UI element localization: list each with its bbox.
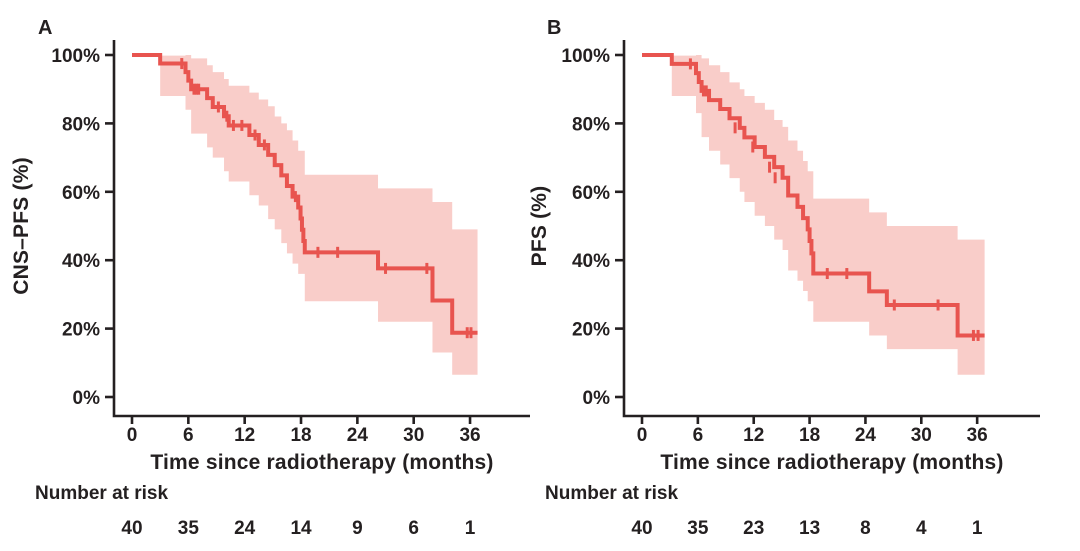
- panel-b-risk-label: Number at risk: [545, 483, 678, 504]
- y-tick-label: 60%: [62, 183, 100, 204]
- risk-count: 24: [234, 518, 256, 539]
- km-curve: [642, 53, 985, 338]
- y-tick-label: 40%: [572, 251, 610, 272]
- panel-a-risk-label: Number at risk: [35, 483, 168, 504]
- y-tick-label: 60%: [572, 183, 610, 204]
- y-tick-label: 100%: [561, 46, 610, 67]
- x-tick-label: 0: [127, 425, 138, 446]
- panel-b-ylabel: PFS (%): [528, 186, 551, 267]
- risk-count: 13: [799, 518, 820, 539]
- panel-b-plot: 0 6 12 18 24 30 36 0% 20% 40% 60% 80% 100% 40 35 23 13 8 4…: [561, 40, 1040, 539]
- risk-count: 40: [631, 518, 652, 539]
- y-tick-label: 0%: [583, 388, 611, 409]
- panel-b-xlabel: Time since radiotherapy (months): [660, 451, 1003, 474]
- risk-count: 9: [352, 518, 363, 539]
- risk-count: 35: [178, 518, 200, 539]
- x-tick-label: 36: [967, 425, 988, 446]
- panel-a-letter: A: [38, 17, 52, 39]
- x-tick-label: 24: [855, 425, 877, 446]
- risk-count: 40: [121, 518, 142, 539]
- x-tick-label: 6: [693, 425, 704, 446]
- y-tick-label: 20%: [572, 320, 610, 341]
- risk-count: 4: [916, 518, 927, 539]
- risk-count: 6: [408, 518, 419, 539]
- x-tick-label: 30: [911, 425, 932, 446]
- panel-a-xlabel: Time since radiotherapy (months): [150, 451, 493, 474]
- risk-count: 14: [290, 518, 312, 539]
- x-tick-label: 18: [799, 425, 820, 446]
- x-tick-label: 36: [459, 425, 480, 446]
- km-curve: [132, 53, 478, 335]
- risk-count: 1: [972, 518, 983, 539]
- y-tick-label: 40%: [62, 251, 100, 272]
- panel-a: A CNS–PFS (%) Time since radiotherapy (m…: [10, 17, 530, 539]
- y-tick-label: 80%: [62, 114, 100, 135]
- confidence-band: [160, 55, 478, 375]
- panel-b: B PFS (%) Time since radiotherapy (month…: [528, 17, 1040, 539]
- x-tick-label: 6: [183, 425, 194, 446]
- x-tick-label: 18: [290, 425, 311, 446]
- x-tick-label: 24: [347, 425, 369, 446]
- x-tick-label: 30: [403, 425, 424, 446]
- axes-lines: [112, 40, 530, 418]
- x-tick-label: 12: [743, 425, 764, 446]
- x-tick-label: 12: [234, 425, 255, 446]
- y-tick-label: 100%: [51, 46, 100, 67]
- y-tick-label: 0%: [73, 388, 101, 409]
- panel-a-plot: 0 6 12 18 24 30 36 0% 20% 40% 60% 80% 100% 40 35 24 14 9 6…: [51, 40, 530, 539]
- risk-count: 8: [860, 518, 871, 539]
- risk-count: 1: [465, 518, 476, 539]
- y-tick-label: 20%: [62, 320, 100, 341]
- panel-a-ylabel: CNS–PFS (%): [10, 157, 33, 295]
- y-tick-label: 80%: [572, 114, 610, 135]
- risk-count: 23: [743, 518, 764, 539]
- panel-b-letter: B: [547, 17, 561, 39]
- x-tick-label: 0: [637, 425, 648, 446]
- risk-count: 35: [687, 518, 709, 539]
- confidence-band: [671, 55, 985, 375]
- axes-lines: [622, 40, 1040, 418]
